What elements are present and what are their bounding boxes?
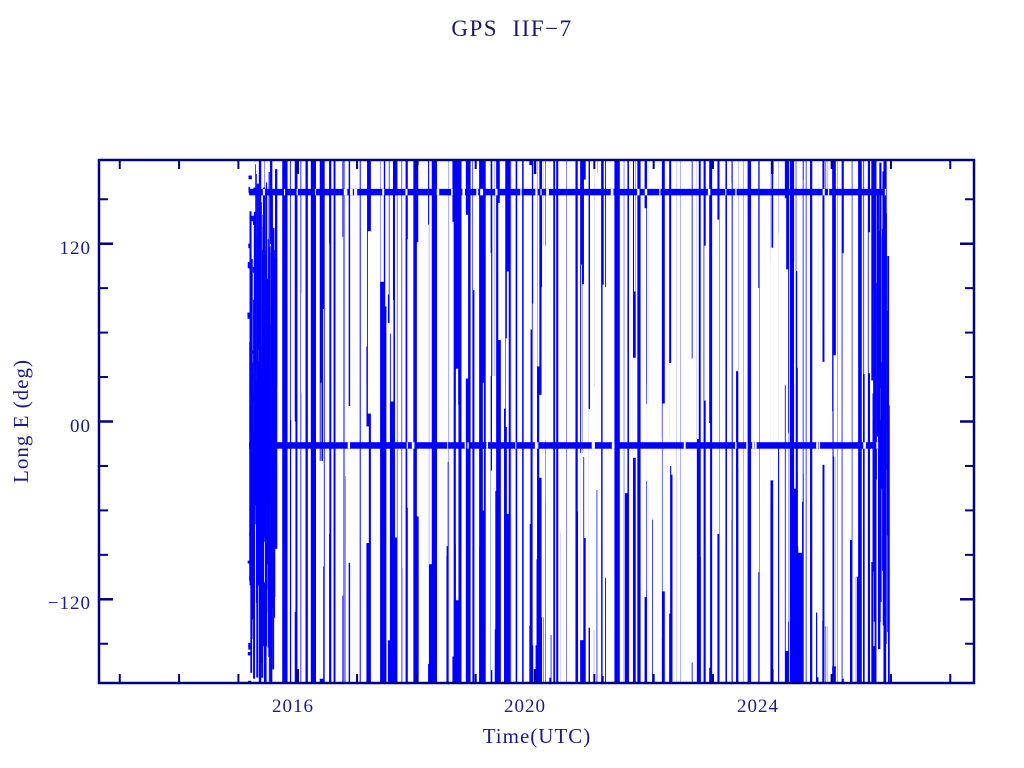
y-tick-label-0: 00 — [70, 416, 91, 437]
data-series-long-e — [247, 160, 890, 683]
y-tick-label-minus120: −120 — [48, 593, 91, 614]
x-tick-label-2020: 2020 — [504, 696, 546, 717]
axis-ticks — [99, 160, 974, 683]
x-axis-title: Time(UTC) — [483, 724, 592, 748]
y-axis-title: Long E (deg) — [9, 359, 33, 483]
x-tick-label-2016: 2016 — [272, 696, 314, 717]
page-title: GPS IIF−7 — [451, 16, 573, 41]
y-tick-label-120: 120 — [60, 238, 92, 259]
x-tick-label-2024: 2024 — [737, 696, 779, 717]
